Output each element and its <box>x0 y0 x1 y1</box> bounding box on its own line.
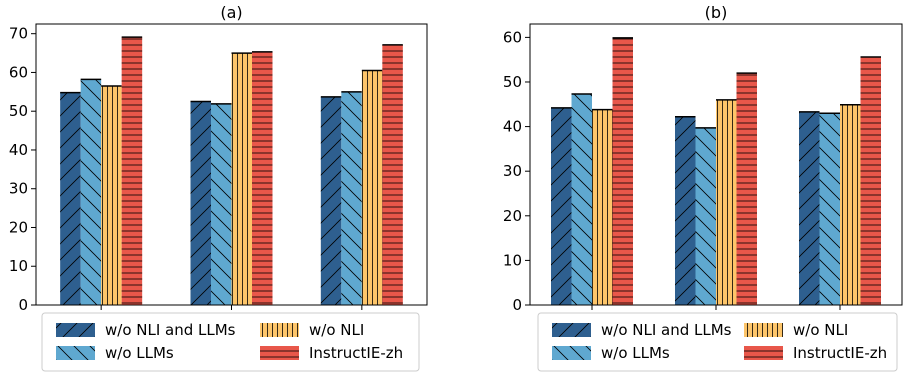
bar-p-series-0 <box>551 107 572 305</box>
bar-r-series-1 <box>695 127 716 305</box>
legend-label: InstructIE-zh <box>793 344 887 362</box>
legend: w/o NLI and LLMs w/o LLMs w/o NLI InstructI… <box>41 312 420 372</box>
chart-title: (b) <box>705 3 728 22</box>
bar-r-series-0 <box>190 100 211 305</box>
plot-frame <box>35 23 428 306</box>
bar-r-series-1 <box>211 103 232 305</box>
chart-panel-1: PRF10102030405060(b)w/o NLI and LLMsw/o … <box>503 3 903 372</box>
y-tick-label: 30 <box>503 162 522 180</box>
y-tick-label: 20 <box>9 218 28 236</box>
legend-label: w/o LLMs <box>601 344 670 362</box>
bar-p-series-2 <box>592 108 613 305</box>
legend-item-3: InstructIE-zh <box>260 344 403 362</box>
y-tick-label: 10 <box>9 257 28 275</box>
bar-f1-series-0 <box>320 96 342 305</box>
y-tick-label: 20 <box>503 207 522 225</box>
legend-item-2: w/o NLI <box>260 321 364 339</box>
y-tick-label: 0 <box>512 296 522 314</box>
bar-r-series-0 <box>675 116 696 306</box>
y-tick-label: 50 <box>503 73 522 91</box>
legend: w/o NLI and LLMs w/o LLMs w/o NLI InstructI… <box>537 312 898 372</box>
y-tick-label: 10 <box>503 251 522 269</box>
bar-r-series-3 <box>736 72 757 305</box>
bar-f1-series-1 <box>819 112 840 305</box>
legend-item-1: w/o LLMs <box>552 344 670 362</box>
y-tick-label: 0 <box>18 296 28 314</box>
bar-r-series-3 <box>252 51 273 306</box>
legend-label: w/o NLI <box>793 321 848 339</box>
bar-f1-series-2 <box>840 103 861 305</box>
legend-label: w/o NLI and LLMs <box>105 321 236 339</box>
bar-f1-series-3 <box>382 44 403 305</box>
bar-p-series-0 <box>60 91 81 306</box>
bar-f1-series-1 <box>341 91 362 306</box>
legend-item-0: w/o NLI and LLMs <box>56 321 236 339</box>
y-tick-label: 40 <box>9 141 28 159</box>
legend-item-2: w/o NLI <box>744 321 848 339</box>
chart-title: (a) <box>220 3 242 22</box>
chart-panel-0: PRF1010203040506070(a)w/o NLI and LLMsw/… <box>9 3 428 372</box>
legend-label: w/o LLMs <box>105 344 174 362</box>
legend-item-3: InstructIE-zh <box>744 344 887 362</box>
legend-label: w/o NLI and LLMs <box>601 321 732 339</box>
bar-r-series-2 <box>231 52 252 305</box>
bar-f1-series-0 <box>799 111 820 305</box>
legend-item-0: w/o NLI and LLMs <box>552 321 732 339</box>
plot-frame <box>529 23 903 306</box>
legend-label: InstructIE-zh <box>309 344 403 362</box>
y-tick-label: 70 <box>9 25 28 43</box>
y-tick-label: 30 <box>9 180 28 198</box>
bar-f1-series-2 <box>361 69 383 305</box>
legend-item-1: w/o LLMs <box>56 344 174 362</box>
bar-p-series-1 <box>571 93 592 306</box>
legend-label: w/o NLI <box>309 321 364 339</box>
y-tick-label: 60 <box>503 28 522 46</box>
bar-r-series-2 <box>716 99 737 305</box>
bar-p-series-1 <box>80 78 102 305</box>
y-tick-label: 60 <box>9 63 28 81</box>
bar-f1-series-3 <box>860 56 881 305</box>
y-tick-label: 40 <box>503 118 522 136</box>
bar-p-series-3 <box>612 37 633 305</box>
y-tick-label: 50 <box>9 102 28 120</box>
bar-p-series-3 <box>121 36 143 306</box>
bar-p-series-2 <box>101 85 122 305</box>
